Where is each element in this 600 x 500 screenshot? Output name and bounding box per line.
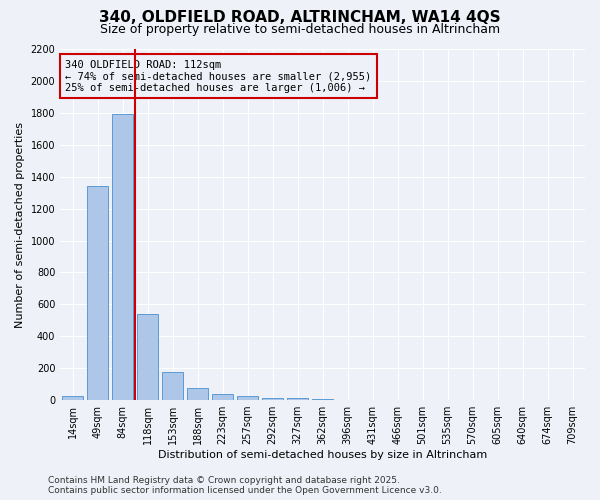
Text: Contains HM Land Registry data © Crown copyright and database right 2025.
Contai: Contains HM Land Registry data © Crown c…	[48, 476, 442, 495]
Text: 340, OLDFIELD ROAD, ALTRINCHAM, WA14 4QS: 340, OLDFIELD ROAD, ALTRINCHAM, WA14 4QS	[99, 10, 501, 25]
Bar	[112, 114, 133, 400]
Bar	[187, 388, 208, 400]
Bar	[237, 396, 258, 400]
Bar	[287, 398, 308, 400]
Text: 340 OLDFIELD ROAD: 112sqm
← 74% of semi-detached houses are smaller (2,955)
25% : 340 OLDFIELD ROAD: 112sqm ← 74% of semi-…	[65, 60, 371, 92]
Bar	[212, 394, 233, 400]
Bar	[162, 372, 183, 400]
Bar	[137, 314, 158, 400]
X-axis label: Distribution of semi-detached houses by size in Altrincham: Distribution of semi-detached houses by …	[158, 450, 487, 460]
Bar	[262, 398, 283, 400]
Text: Size of property relative to semi-detached houses in Altrincham: Size of property relative to semi-detach…	[100, 22, 500, 36]
Bar	[62, 396, 83, 400]
Y-axis label: Number of semi-detached properties: Number of semi-detached properties	[15, 122, 25, 328]
Bar	[87, 186, 108, 400]
